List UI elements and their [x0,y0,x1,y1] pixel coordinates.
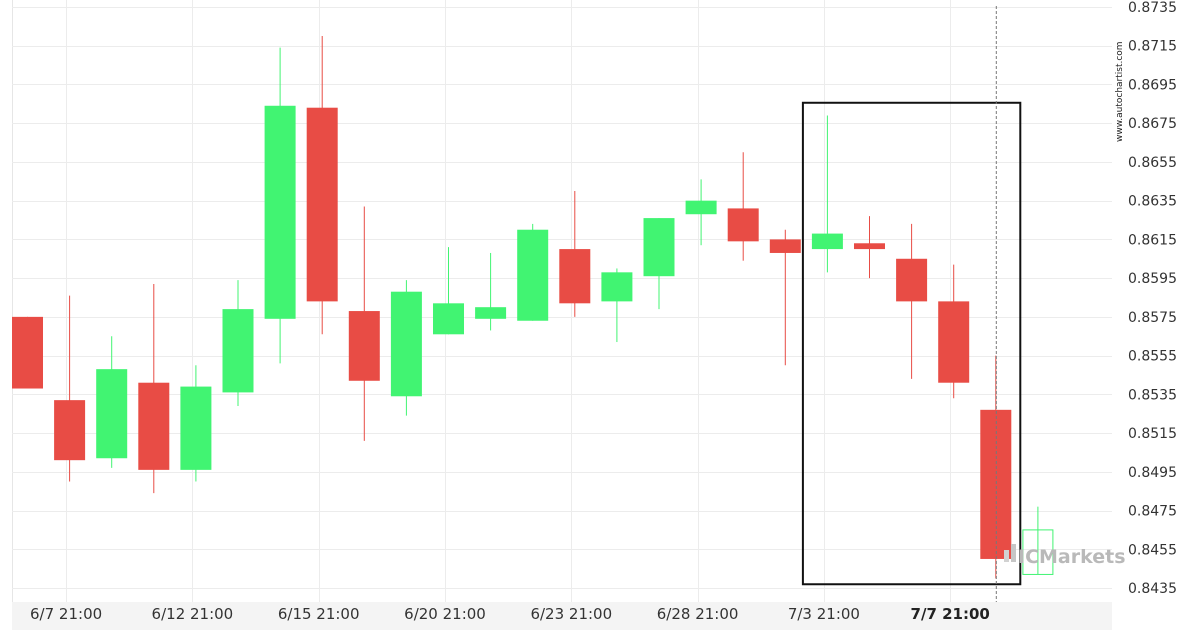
candle [348,206,380,441]
candle [390,280,422,416]
candle [433,247,464,335]
candle [769,229,801,366]
candle [180,365,212,482]
candle [727,152,759,261]
x-axis-ticks: 6/7 21:00 6/12 21:00 6/15 21:00 6/20 21:00 6… [30,605,990,623]
highlight-box-layer [801,101,1022,586]
candles [12,6,1054,602]
candle-body [12,316,43,389]
candle-body [475,307,507,319]
y-tick-label: 0.8555 [1128,349,1177,365]
x-tick-label: 6/15 21:00 [278,605,360,623]
candle-body [727,208,759,242]
candle [222,280,254,406]
candle [1022,506,1054,575]
candle-body [685,200,717,215]
x-tick-label: 6/12 21:00 [152,605,234,623]
candle [138,283,170,494]
candle [475,252,507,331]
y-tick-label: 0.8435 [1128,581,1177,597]
candle-body [222,309,254,393]
x-tick-label: 6/7 21:00 [30,605,102,623]
y-tick-label: 0.8595 [1128,271,1177,287]
candle-body [559,249,591,304]
broker-logo-icon [1004,550,1009,562]
candle [96,336,128,468]
candle [854,216,885,279]
x-tick-label: 6/28 21:00 [657,605,739,623]
y-tick-label: 0.8455 [1128,542,1177,558]
y-tick-label: 0.8535 [1128,387,1177,403]
candle-body [433,303,464,335]
candle [811,115,843,273]
candle-body [854,243,885,250]
candle [264,47,296,364]
y-tick-label: 0.8655 [1128,155,1177,171]
watermark: www.autochartist.com [1115,41,1125,142]
candle-body [138,382,170,470]
x-tick-label: 7/3 21:00 [788,605,860,623]
candle-body [811,233,843,250]
candle-body [390,291,422,397]
candle-body [517,229,549,321]
candle-body [601,272,633,302]
candle-body [348,311,380,381]
y-tick-label: 0.8735 [1128,0,1177,16]
y-tick-label: 0.8475 [1128,504,1177,520]
candle [306,36,338,335]
candle-body [769,239,801,253]
candle [643,218,675,310]
candle [12,316,43,389]
candle-body [54,400,86,461]
x-tick-label: 6/23 21:00 [530,605,612,623]
y-tick-label: 0.8675 [1128,116,1177,132]
broker-logo: ICMarkets [1004,544,1126,568]
candle-body [938,301,970,383]
candle [685,179,717,246]
candle [559,190,591,317]
x-tick-label: 7/7 21:00 [911,605,990,623]
y-axis-ticks: 0.8735 0.8715 0.8695 0.8675 0.8655 0.8635 0.86… [1128,0,1177,597]
candle [517,223,549,321]
broker-logo-text: ICMarkets [1018,546,1126,568]
candle-body [1022,529,1054,575]
candle-body [643,218,675,277]
y-tick-label: 0.8695 [1128,77,1177,93]
candle-body [896,258,928,302]
y-tick-label: 0.8575 [1128,310,1177,326]
candle-body [96,369,128,459]
broker-logo-icon-bar [1011,544,1016,562]
y-tick-label: 0.8495 [1128,465,1177,481]
candle [54,295,86,482]
y-tick-label: 0.8715 [1128,39,1177,55]
y-tick-label: 0.8515 [1128,426,1177,442]
highlight-box [801,101,1022,586]
candle [938,264,970,399]
y-tick-label: 0.8615 [1128,232,1177,248]
candle-body [306,107,338,302]
x-axis-band [12,602,1112,630]
candle [980,355,1012,579]
candle-body [264,105,296,319]
y-tick-label: 0.8635 [1128,194,1177,210]
candle [601,268,633,343]
x-tick-label: 6/20 21:00 [404,605,486,623]
candle-body [180,386,212,470]
candle-body [980,409,1012,559]
candle [896,223,928,379]
